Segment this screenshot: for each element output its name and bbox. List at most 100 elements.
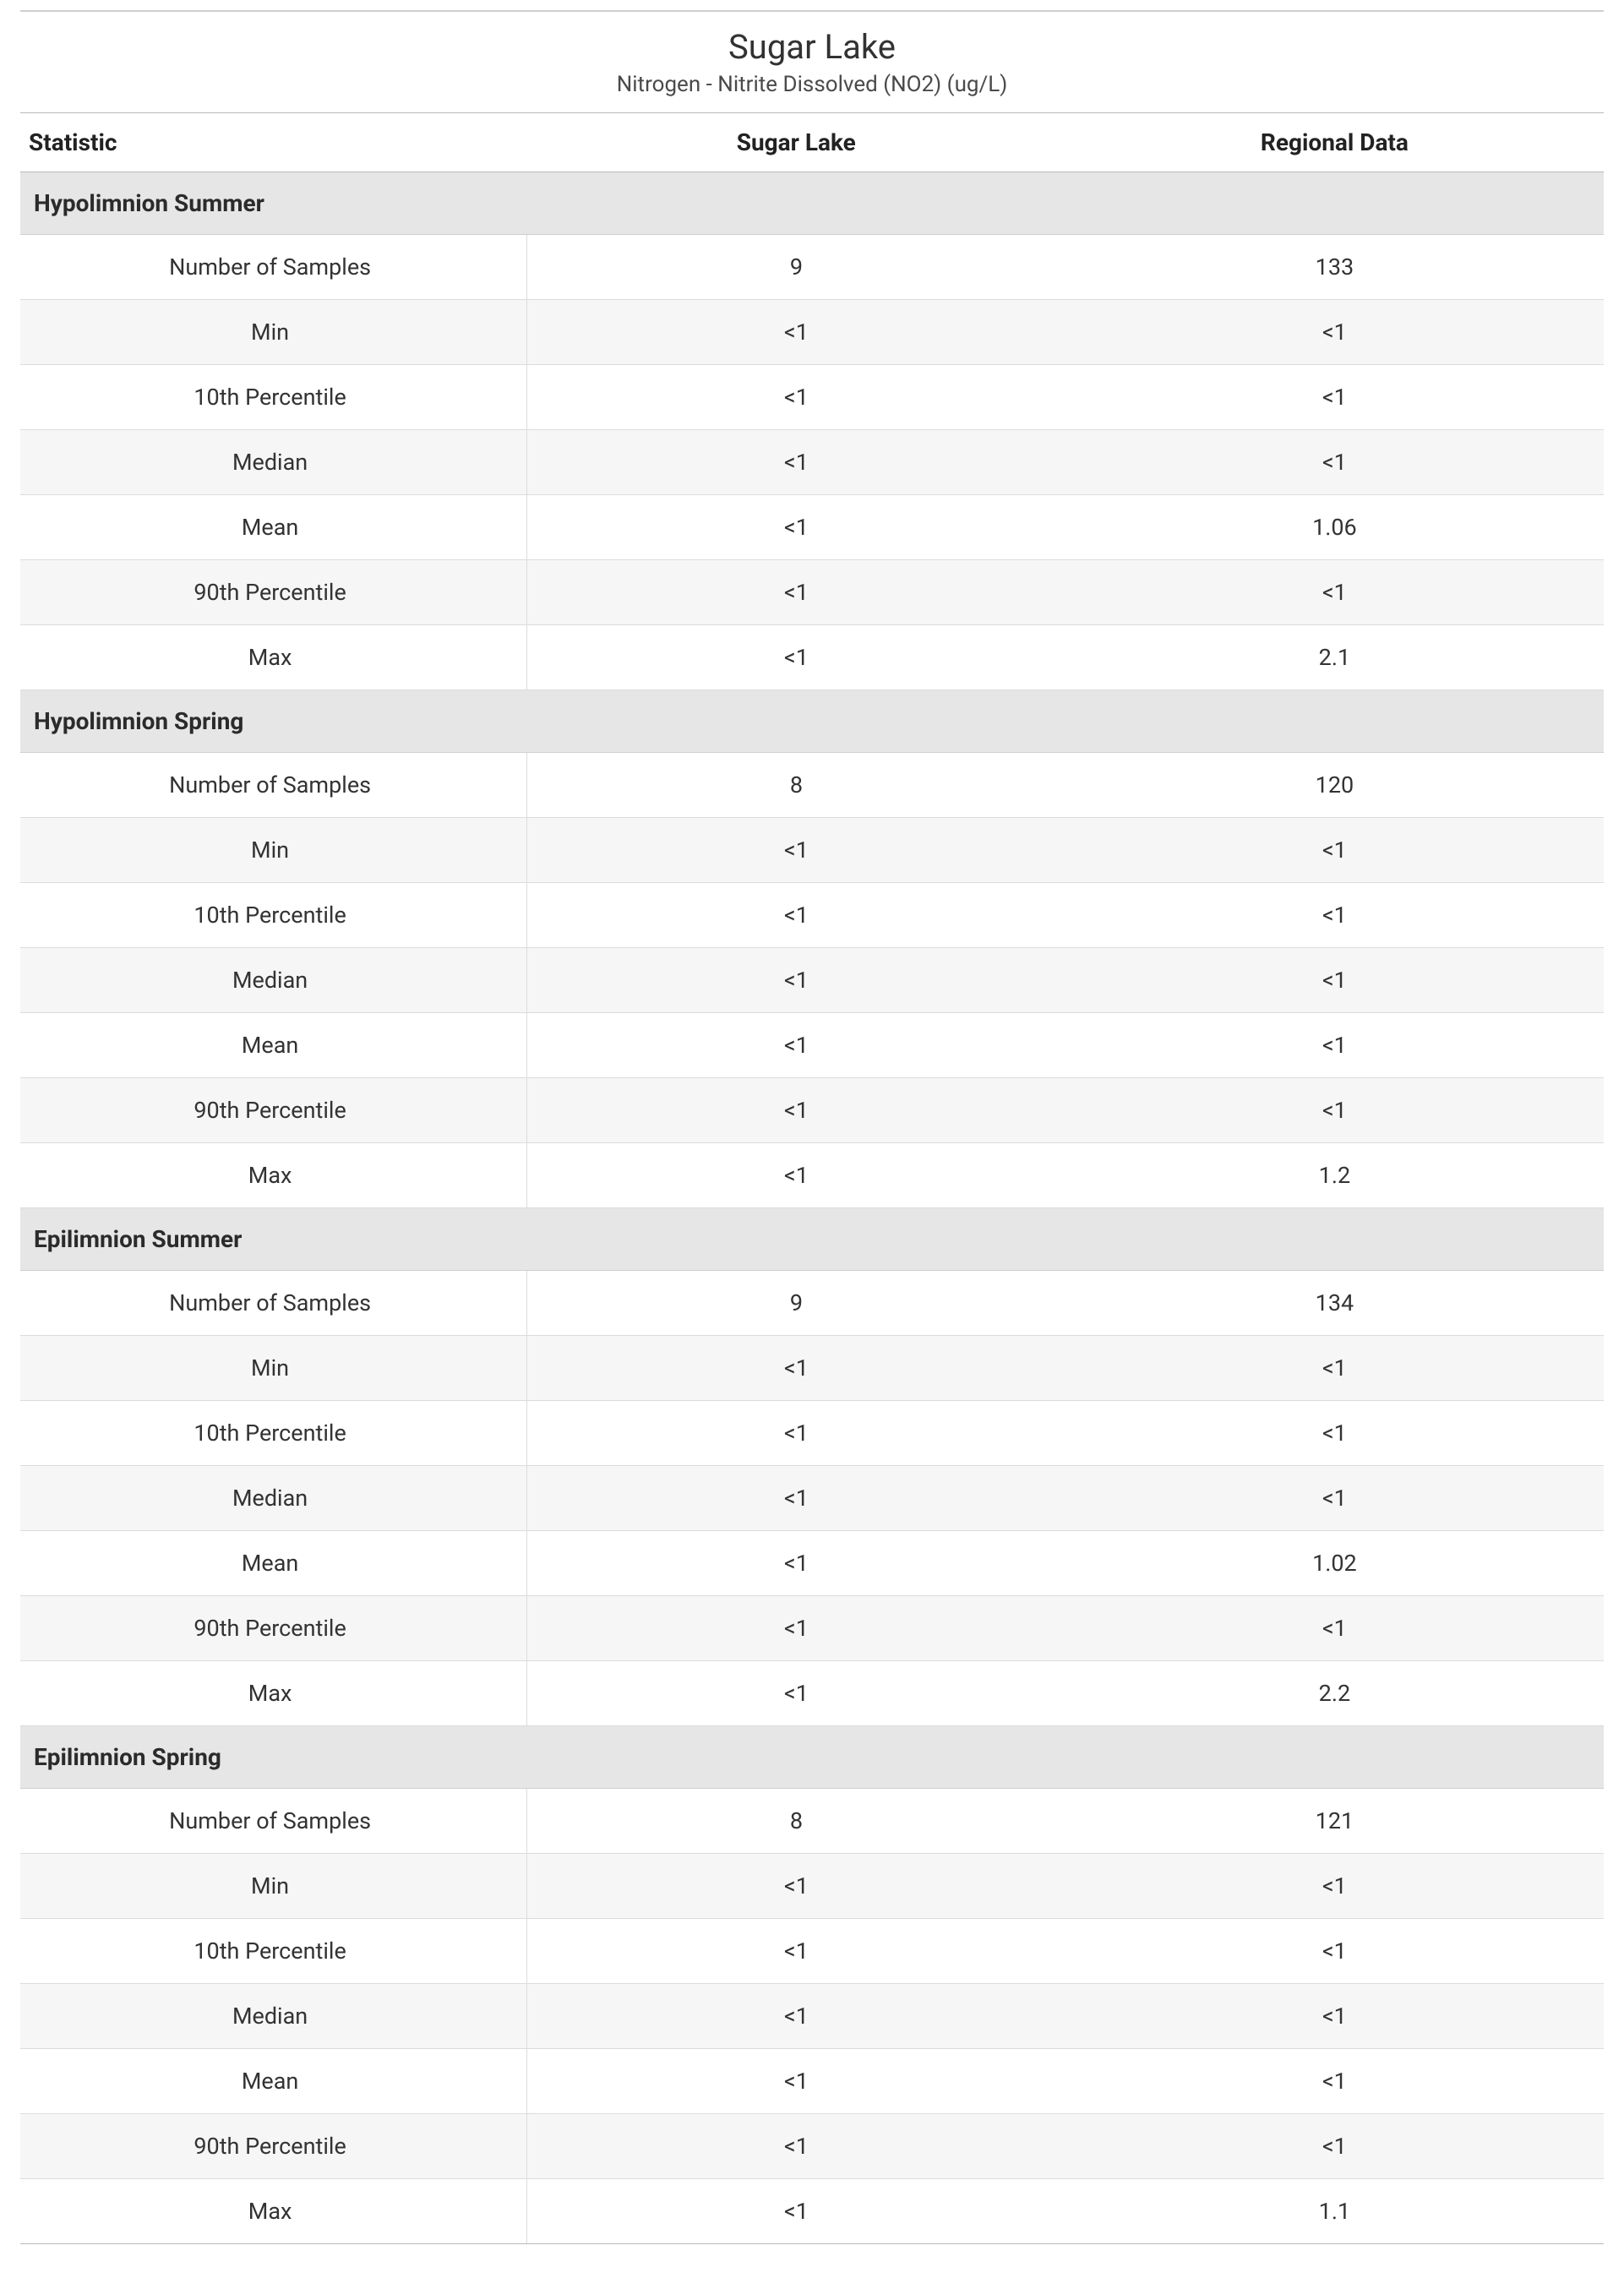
- table-row: Min<1<1: [20, 818, 1604, 883]
- lake-value: <1: [527, 1143, 1065, 1208]
- table-row: Max<12.2: [20, 1661, 1604, 1726]
- regional-value: <1: [1065, 1919, 1604, 1984]
- stat-label: Max: [20, 1661, 527, 1726]
- lake-value: <1: [527, 560, 1065, 625]
- regional-value: <1: [1065, 1336, 1604, 1401]
- regional-value: 1.2: [1065, 1143, 1604, 1208]
- lake-value: <1: [527, 1854, 1065, 1919]
- regional-value: <1: [1065, 365, 1604, 430]
- table-row: Median<1<1: [20, 1984, 1604, 2049]
- table-row: Mean<1<1: [20, 1013, 1604, 1078]
- col-header-lake: Sugar Lake: [527, 113, 1065, 172]
- table-row: Min<1<1: [20, 300, 1604, 365]
- section-title: Hypolimnion Summer: [20, 172, 1604, 235]
- lake-value: <1: [527, 300, 1065, 365]
- section-title: Epilimnion Spring: [20, 1726, 1604, 1789]
- table-row: Min<1<1: [20, 1336, 1604, 1401]
- lake-value: <1: [527, 1531, 1065, 1596]
- lake-value: 8: [527, 1789, 1065, 1854]
- table-row: 90th Percentile<1<1: [20, 1078, 1604, 1143]
- lake-value: <1: [527, 883, 1065, 948]
- regional-value: 2.2: [1065, 1661, 1604, 1726]
- section-header: Epilimnion Summer: [20, 1208, 1604, 1271]
- stats-table: Statistic Sugar Lake Regional Data Hypol…: [20, 112, 1604, 2244]
- table-row: 90th Percentile<1<1: [20, 2114, 1604, 2179]
- stat-label: Mean: [20, 2049, 527, 2114]
- lake-value: <1: [527, 1401, 1065, 1466]
- lake-value: 8: [527, 753, 1065, 818]
- stat-label: Mean: [20, 495, 527, 560]
- regional-value: 1.1: [1065, 2179, 1604, 2244]
- regional-value: 121: [1065, 1789, 1604, 1854]
- lake-value: 9: [527, 1271, 1065, 1336]
- table-row: 10th Percentile<1<1: [20, 365, 1604, 430]
- page-title: Sugar Lake: [20, 27, 1604, 67]
- table-row: Max<11.2: [20, 1143, 1604, 1208]
- table-row: 90th Percentile<1<1: [20, 560, 1604, 625]
- regional-value: <1: [1065, 1401, 1604, 1466]
- lake-value: <1: [527, 1336, 1065, 1401]
- table-row: Min<1<1: [20, 1854, 1604, 1919]
- page-subtitle: Nitrogen - Nitrite Dissolved (NO2) (ug/L…: [20, 72, 1604, 97]
- table-row: Max<11.1: [20, 2179, 1604, 2244]
- table-row: Max<12.1: [20, 625, 1604, 690]
- stat-label: Min: [20, 300, 527, 365]
- stat-label: 10th Percentile: [20, 1919, 527, 1984]
- section-header: Hypolimnion Summer: [20, 172, 1604, 235]
- regional-value: 1.06: [1065, 495, 1604, 560]
- stat-label: 90th Percentile: [20, 1596, 527, 1661]
- lake-value: <1: [527, 1596, 1065, 1661]
- col-header-regional: Regional Data: [1065, 113, 1604, 172]
- lake-value: <1: [527, 1078, 1065, 1143]
- stat-label: Number of Samples: [20, 1271, 527, 1336]
- table-row: Number of Samples9133: [20, 235, 1604, 300]
- regional-value: <1: [1065, 1466, 1604, 1531]
- regional-value: <1: [1065, 1984, 1604, 2049]
- lake-value: <1: [527, 2179, 1065, 2244]
- lake-value: 9: [527, 235, 1065, 300]
- lake-value: <1: [527, 818, 1065, 883]
- lake-value: <1: [527, 1466, 1065, 1531]
- regional-value: <1: [1065, 560, 1604, 625]
- lake-value: <1: [527, 365, 1065, 430]
- stat-label: Max: [20, 2179, 527, 2244]
- stat-label: Max: [20, 1143, 527, 1208]
- lake-value: <1: [527, 495, 1065, 560]
- lake-value: <1: [527, 1919, 1065, 1984]
- table-row: Number of Samples8120: [20, 753, 1604, 818]
- table-row: 10th Percentile<1<1: [20, 1919, 1604, 1984]
- stat-label: Mean: [20, 1013, 527, 1078]
- stat-label: Min: [20, 818, 527, 883]
- table-row: 90th Percentile<1<1: [20, 1596, 1604, 1661]
- lake-value: <1: [527, 1013, 1065, 1078]
- stat-label: Min: [20, 1336, 527, 1401]
- regional-value: <1: [1065, 883, 1604, 948]
- col-header-statistic: Statistic: [20, 113, 527, 172]
- stat-label: Max: [20, 625, 527, 690]
- stat-label: Median: [20, 1466, 527, 1531]
- regional-value: 120: [1065, 753, 1604, 818]
- stat-label: 10th Percentile: [20, 365, 527, 430]
- stat-label: 10th Percentile: [20, 1401, 527, 1466]
- stat-label: 90th Percentile: [20, 560, 527, 625]
- regional-value: 134: [1065, 1271, 1604, 1336]
- section-header: Epilimnion Spring: [20, 1726, 1604, 1789]
- lake-value: <1: [527, 948, 1065, 1013]
- stat-label: 10th Percentile: [20, 883, 527, 948]
- table-row: 10th Percentile<1<1: [20, 1401, 1604, 1466]
- regional-value: <1: [1065, 1854, 1604, 1919]
- table-row: 10th Percentile<1<1: [20, 883, 1604, 948]
- lake-value: <1: [527, 1984, 1065, 2049]
- regional-value: <1: [1065, 2114, 1604, 2179]
- table-row: Median<1<1: [20, 1466, 1604, 1531]
- lake-value: <1: [527, 625, 1065, 690]
- regional-value: <1: [1065, 300, 1604, 365]
- table-row: Mean<11.02: [20, 1531, 1604, 1596]
- lake-value: <1: [527, 430, 1065, 495]
- regional-value: <1: [1065, 430, 1604, 495]
- stat-label: Number of Samples: [20, 1789, 527, 1854]
- stat-label: Median: [20, 1984, 527, 2049]
- section-title: Hypolimnion Spring: [20, 690, 1604, 753]
- stat-label: Median: [20, 948, 527, 1013]
- stat-label: 90th Percentile: [20, 1078, 527, 1143]
